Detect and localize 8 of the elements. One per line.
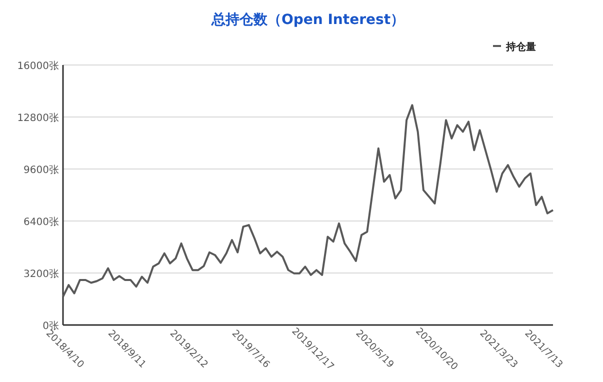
- chart-title: 总持仓数（Open Interest）: [210, 12, 405, 28]
- y-tick-label: 9600张: [24, 164, 59, 176]
- y-tick-label: 6400张: [24, 216, 59, 228]
- legend-label: 持仓量: [505, 41, 536, 53]
- y-tick-label: 0张: [42, 320, 59, 332]
- y-tick-label: 12800张: [17, 112, 59, 124]
- y-tick-label: 16000张: [17, 60, 59, 72]
- y-tick-label: 3200张: [24, 268, 59, 280]
